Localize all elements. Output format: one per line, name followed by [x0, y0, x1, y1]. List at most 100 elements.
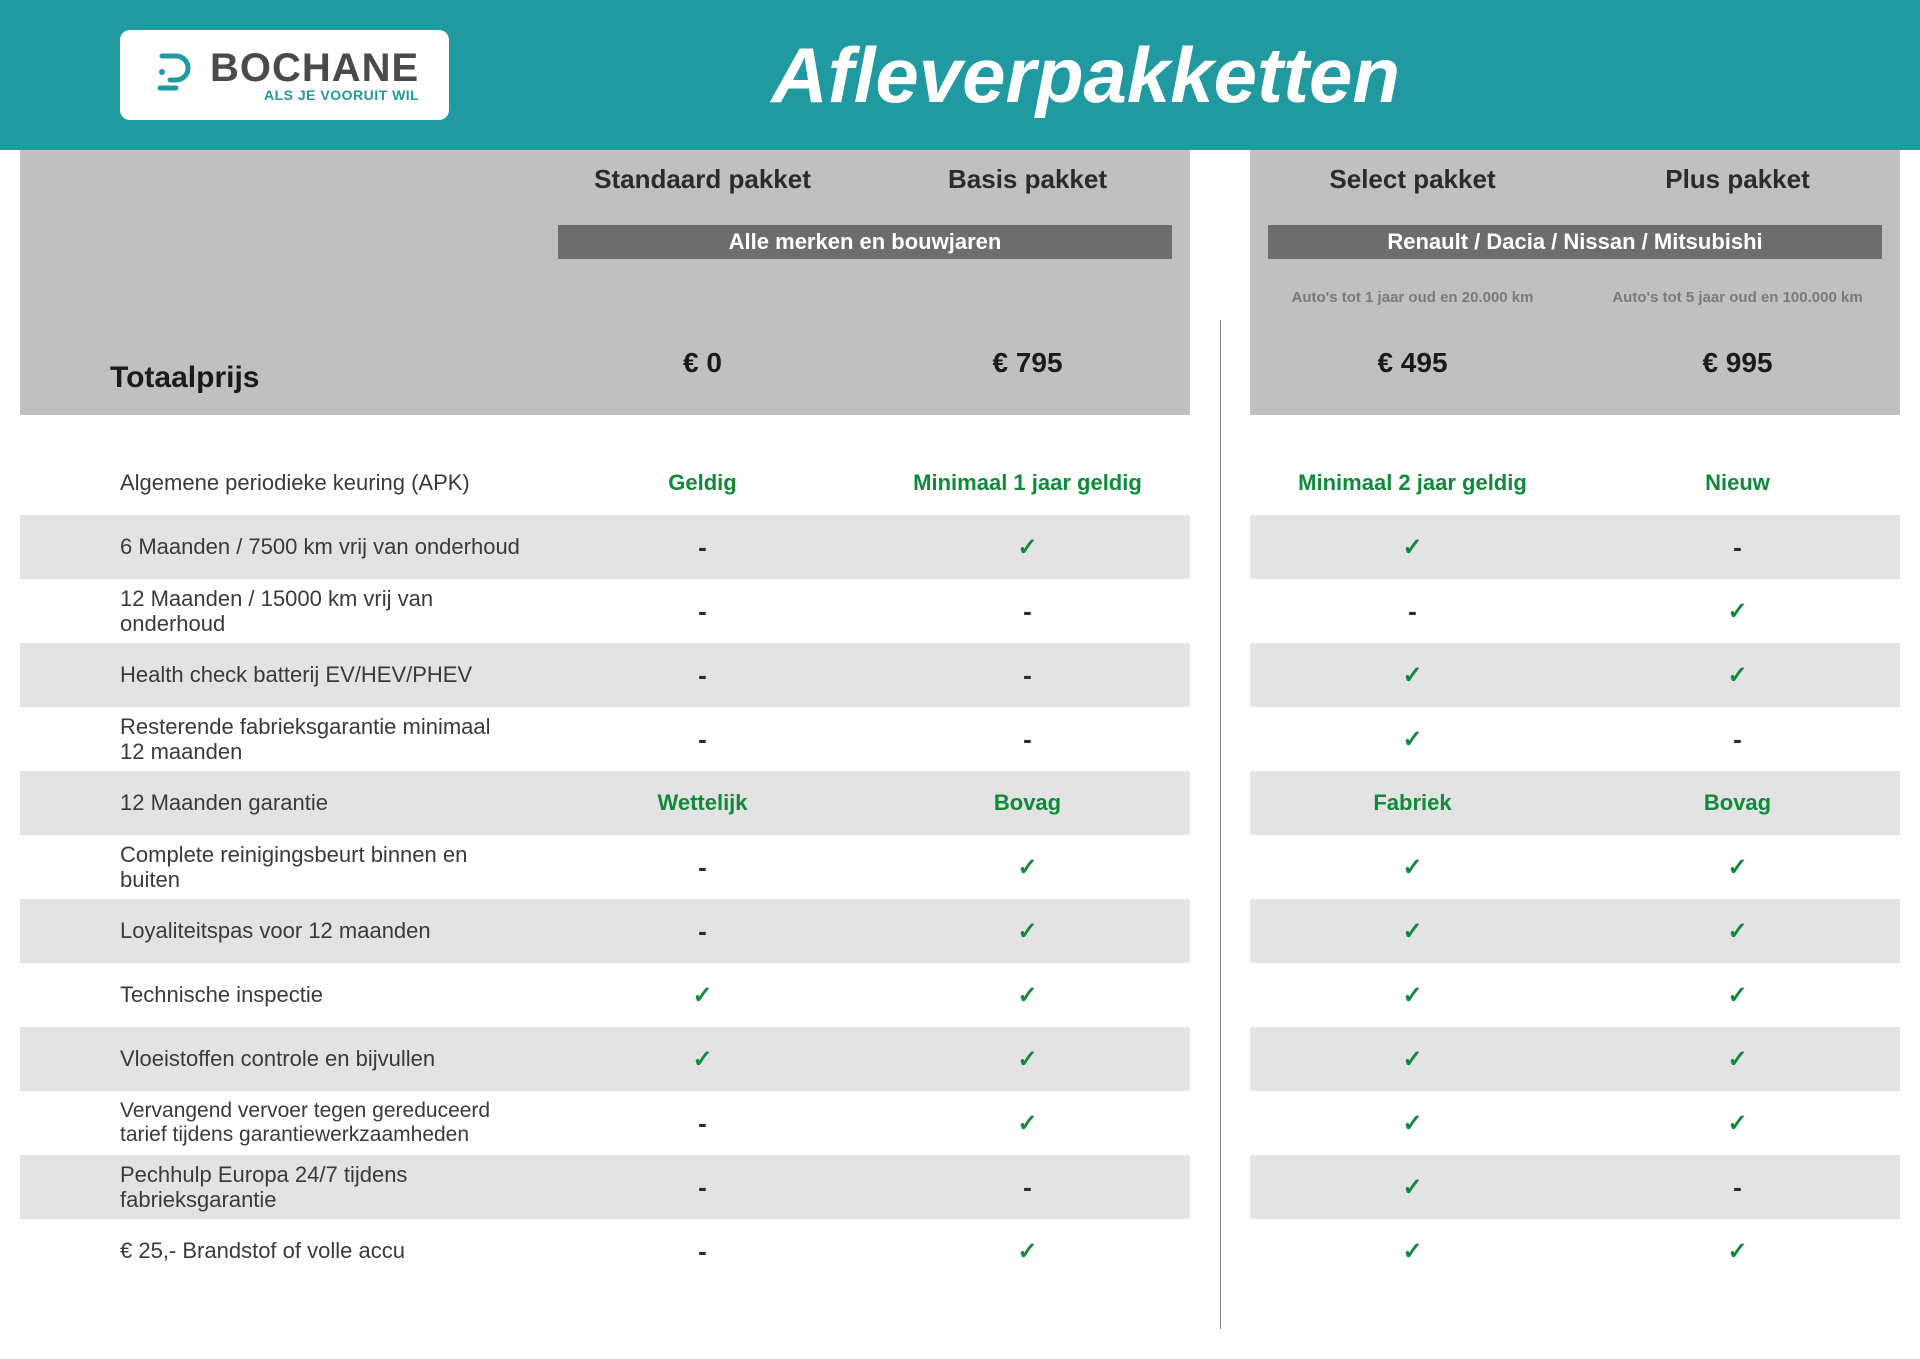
package-subnote: Auto's tot 5 jaar oud en 100.000 km [1575, 283, 1900, 307]
feature-cell: ✓ [1250, 963, 1575, 1027]
feature-cell: ✓ [865, 1027, 1190, 1091]
comparison-table-wrap: Standaard pakket Basis pakket Select pak… [0, 150, 1920, 1359]
feature-cell: ✓ [865, 899, 1190, 963]
feature-cell: - [865, 579, 1190, 643]
feature-cell: Bovag [1575, 771, 1900, 835]
feature-cell: - [540, 899, 865, 963]
package-name: Plus pakket [1575, 164, 1900, 201]
feature-cell: Fabriek [1250, 771, 1575, 835]
feature-cell: - [540, 643, 865, 707]
feature-cell: ✓ [1250, 1091, 1575, 1155]
table-head: Standaard pakket Basis pakket Select pak… [20, 150, 1900, 415]
feature-cell: ✓ [1250, 1027, 1575, 1091]
comparison-table: Standaard pakket Basis pakket Select pak… [20, 150, 1900, 1283]
feature-row: 6 Maanden / 7500 km vrij van onderhoud-✓… [20, 515, 1900, 579]
feature-cell: ✓ [1575, 899, 1900, 963]
feature-label: 12 Maanden garantie [20, 771, 540, 835]
feature-cell: ✓ [865, 835, 1190, 899]
feature-row: Vervangend vervoer tegen gereduceerd tar… [20, 1091, 1900, 1155]
feature-cell: - [540, 707, 865, 771]
feature-cell: - [540, 835, 865, 899]
feature-cell: ✓ [1575, 579, 1900, 643]
feature-cell: Wettelijk [540, 771, 865, 835]
feature-label: Loyaliteitspas voor 12 maanden [20, 899, 540, 963]
feature-cell: ✓ [1575, 835, 1900, 899]
feature-row: Loyaliteitspas voor 12 maanden-✓✓✓ [20, 899, 1900, 963]
feature-cell: - [865, 643, 1190, 707]
package-name: Standaard pakket [540, 164, 865, 201]
package-subnote: Auto's tot 1 jaar oud en 20.000 km [1250, 283, 1575, 307]
header-bar: BOCHANE ALS JE VOORUIT WIL Afleverpakket… [0, 0, 1920, 150]
feature-row: Resterende fabrieksgarantie minimaal 12 … [20, 707, 1900, 771]
feature-cell: Geldig [540, 451, 865, 515]
package-subnote [540, 283, 865, 307]
feature-cell: - [865, 1155, 1190, 1219]
feature-label: € 25,- Brandstof of volle accu [20, 1219, 540, 1283]
feature-label: Resterende fabrieksgarantie minimaal 12 … [20, 707, 540, 771]
feature-row: Technische inspectie✓✓✓✓ [20, 963, 1900, 1027]
feature-cell: ✓ [1575, 1091, 1900, 1155]
package-name: Basis pakket [865, 164, 1190, 201]
feature-cell: ✓ [1250, 707, 1575, 771]
feature-cell: Minimaal 1 jaar geldig [865, 451, 1190, 515]
table-body: Algemene periodieke keuring (APK)GeldigM… [20, 415, 1900, 1283]
feature-cell: - [540, 515, 865, 579]
feature-label: 6 Maanden / 7500 km vrij van onderhoud [20, 515, 540, 579]
package-group-label: Alle merken en bouwjaren [558, 225, 1172, 259]
feature-cell: ✓ [1250, 515, 1575, 579]
package-name: Select pakket [1250, 164, 1575, 201]
feature-cell: Bovag [865, 771, 1190, 835]
feature-cell: Nieuw [1575, 451, 1900, 515]
package-price: € 995 [1575, 347, 1900, 389]
feature-label: Vloeistoffen controle en bijvullen [20, 1027, 540, 1091]
feature-label: 12 Maanden / 15000 km vrij van onderhoud [20, 579, 540, 643]
feature-cell: - [865, 707, 1190, 771]
feature-cell: ✓ [865, 963, 1190, 1027]
feature-cell: - [540, 1219, 865, 1283]
feature-cell: ✓ [1250, 1155, 1575, 1219]
feature-label: Complete reinigingsbeurt binnen en buite… [20, 835, 540, 899]
page-title: Afleverpakketten [771, 30, 1400, 121]
package-price: € 795 [865, 347, 1190, 389]
feature-row: 12 Maanden / 15000 km vrij van onderhoud… [20, 579, 1900, 643]
feature-cell: ✓ [1575, 1027, 1900, 1091]
brand-logo: BOCHANE ALS JE VOORUIT WIL [120, 30, 449, 120]
feature-cell: ✓ [1250, 1219, 1575, 1283]
feature-cell: ✓ [865, 1219, 1190, 1283]
feature-cell: - [540, 1155, 865, 1219]
brand-logo-text: BOCHANE ALS JE VOORUIT WIL [210, 48, 419, 102]
feature-cell: ✓ [540, 963, 865, 1027]
brand-tagline: ALS JE VOORUIT WIL [210, 88, 419, 102]
feature-row: Pechhulp Europa 24/7 tijdens fabrieksgar… [20, 1155, 1900, 1219]
feature-cell: ✓ [540, 1027, 865, 1091]
feature-cell: - [540, 579, 865, 643]
feature-cell: ✓ [865, 1091, 1190, 1155]
brand-name: BOCHANE [210, 48, 419, 88]
feature-label: Algemene periodieke keuring (APK) [20, 451, 540, 515]
feature-label: Technische inspectie [20, 963, 540, 1027]
feature-row: Health check batterij EV/HEV/PHEV--✓✓ [20, 643, 1900, 707]
feature-row: 12 Maanden garantieWettelijkBovagFabriek… [20, 771, 1900, 835]
feature-cell: ✓ [1250, 643, 1575, 707]
feature-cell: - [540, 1091, 865, 1155]
feature-cell: - [1575, 515, 1900, 579]
feature-cell: - [1575, 707, 1900, 771]
page: BOCHANE ALS JE VOORUIT WIL Afleverpakket… [0, 0, 1920, 1359]
feature-cell: ✓ [1250, 835, 1575, 899]
package-group-label: Renault / Dacia / Nissan / Mitsubishi [1268, 225, 1882, 259]
feature-label: Pechhulp Europa 24/7 tijdens fabrieksgar… [20, 1155, 540, 1219]
feature-cell: ✓ [1575, 1219, 1900, 1283]
feature-row: Vloeistoffen controle en bijvullen✓✓✓✓ [20, 1027, 1900, 1091]
feature-cell: - [1250, 579, 1575, 643]
feature-label: Vervangend vervoer tegen gereduceerd tar… [20, 1091, 540, 1155]
feature-row: Complete reinigingsbeurt binnen en buite… [20, 835, 1900, 899]
feature-cell: ✓ [1575, 643, 1900, 707]
feature-label: Health check batterij EV/HEV/PHEV [20, 643, 540, 707]
feature-cell: ✓ [865, 515, 1190, 579]
package-price: € 495 [1250, 347, 1575, 389]
group-separator-line [1220, 320, 1221, 1329]
feature-cell: Minimaal 2 jaar geldig [1250, 451, 1575, 515]
brand-logo-icon [150, 52, 196, 98]
total-price-label: Totaalprijs [20, 331, 540, 405]
package-subnote [865, 283, 1190, 307]
